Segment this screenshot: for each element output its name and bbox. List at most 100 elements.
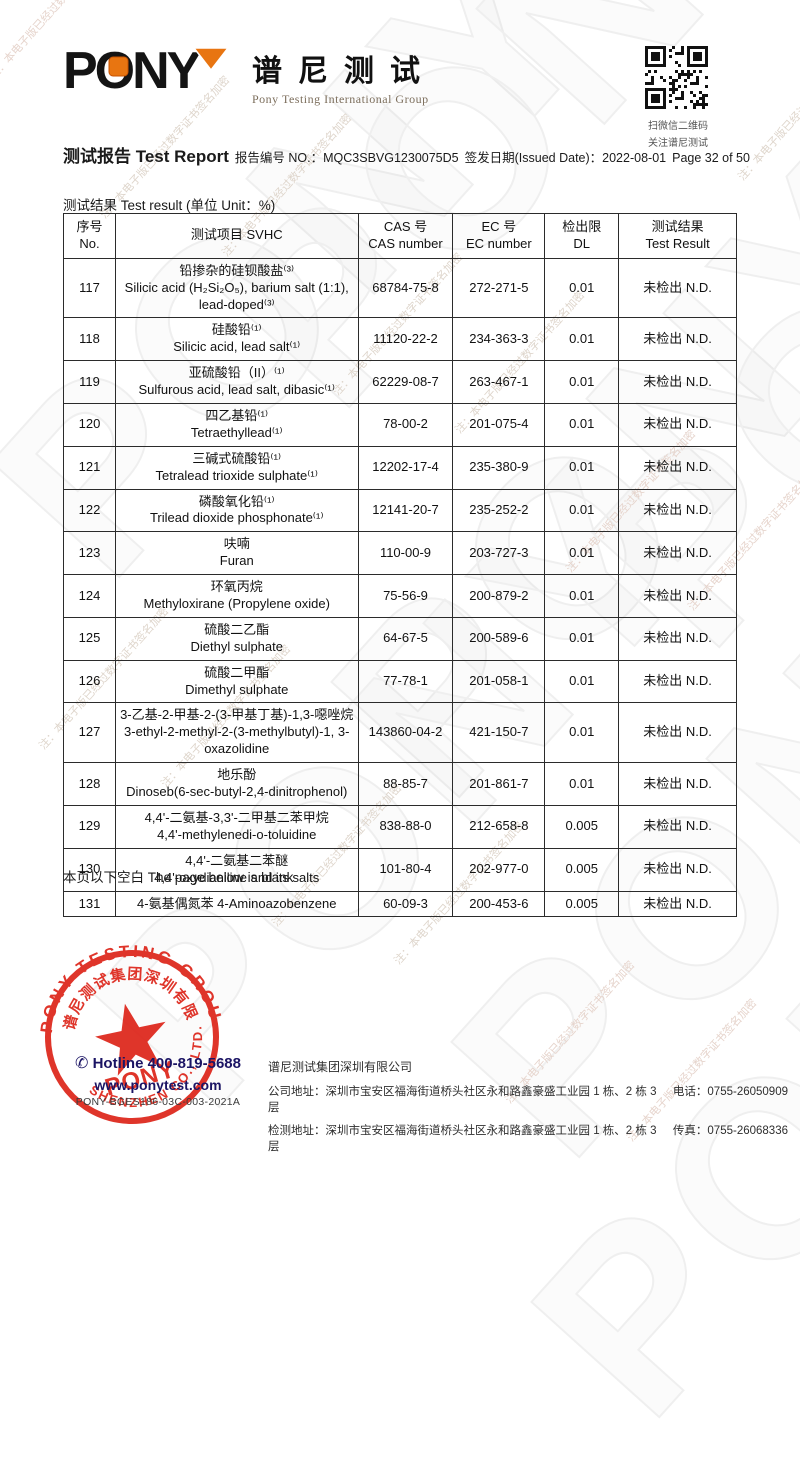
table-row: 119 亚硫酸铅（II）⁽¹⁾ Sulfurous acid, lead salt…: [63, 360, 737, 405]
col-header-no: 序号 No.: [63, 213, 116, 259]
cell-no: 130: [63, 847, 116, 892]
phone-icon: ✆: [75, 1055, 89, 1072]
footer-fax: 传真：0755-26068336: [672, 1125, 788, 1137]
cell-detection-limit: 0.01: [544, 702, 620, 764]
table-row: 120 四乙基铅⁽¹⁾ Tetraethyllead⁽¹⁾ 78-00-2 201…: [63, 403, 737, 447]
footer-company-name: 谱尼测试集团深圳有限公司: [268, 1060, 413, 1074]
table-row: 125 硫酸二乙酯 Diethyl sulphate 64-67-5 200-58…: [63, 616, 737, 661]
cell-test-result: 未检出 N.D.: [618, 574, 737, 618]
cell-test-result: 未检出 N.D.: [618, 847, 737, 892]
col-header-dl: 检出限 DL: [544, 213, 620, 259]
cell-cas-number: 88-85-7: [357, 762, 454, 806]
table-row: 123 呋喃 Furan 110-00-9 203-727-3 0.01 未检出 …: [63, 531, 737, 576]
cell-detection-limit: 0.01: [544, 403, 620, 447]
cell-no: 125: [63, 616, 116, 661]
cell-detection-limit: 0.005: [544, 804, 620, 849]
hotline-number: Hotline 400-819-5688: [92, 1055, 241, 1072]
table-row: 127 3-乙基-2-甲基-2-(3-甲基丁基)-1,3-噁唑烷 3-ethyl-…: [63, 702, 737, 764]
cell-no: 129: [63, 804, 116, 849]
cell-ec-number: 421-150-7: [452, 702, 546, 764]
cell-detection-limit: 0.005: [544, 847, 620, 892]
cell-ec-number: 203-727-3: [452, 531, 546, 576]
table-row: 128 地乐酚 Dinoseb(6-sec-butyl-2,4-dinitroph…: [63, 762, 737, 806]
cell-cas-number: 110-00-9: [357, 531, 454, 576]
wechat-qr-code-icon: [645, 46, 711, 116]
cell-substance: 三碱式硫酸铅⁽¹⁾ Tetralead trioxide sulphate⁽¹⁾: [114, 445, 359, 490]
cell-no: 121: [63, 445, 116, 490]
cell-detection-limit: 0.01: [544, 488, 620, 533]
cell-cas-number: 838-88-0: [357, 804, 454, 849]
cell-cas-number: 77-78-1: [357, 659, 454, 704]
cell-test-result: 未检出 N.D.: [618, 702, 737, 764]
cell-substance: 四乙基铅⁽¹⁾ Tetraethyllead⁽¹⁾: [114, 403, 359, 447]
cell-detection-limit: 0.01: [544, 659, 620, 704]
cell-ec-number: 201-058-1: [452, 659, 546, 704]
cell-substance: 4-氨基偶氮苯 4-Aminoazobenzene: [114, 890, 359, 918]
cell-no: 124: [63, 574, 116, 618]
table-row: 121 三碱式硫酸铅⁽¹⁾ Tetralead trioxide sulphate…: [63, 445, 737, 490]
cell-ec-number: 235-252-2: [452, 488, 546, 533]
cell-ec-number: 201-861-7: [452, 762, 546, 806]
cell-ec-number: 234-363-3: [452, 317, 546, 362]
cell-no: 120: [63, 403, 116, 447]
cell-detection-limit: 0.01: [544, 762, 620, 806]
footer-testing-address: 检测地址：深圳市宝安区福海街道桥头社区永和路鑫豪盛工业园 1 栋、2 栋 3 层: [268, 1125, 657, 1153]
table-row: 117 铅掺杂的硅钡酸盐⁽³⁾ Silicic acid (H₂Si₂O₅), b…: [63, 257, 737, 319]
cell-detection-limit: 0.01: [544, 317, 620, 362]
cell-substance: 地乐酚 Dinoseb(6-sec-butyl-2,4-dinitrophenol…: [114, 762, 359, 806]
cell-detection-limit: 0.01: [544, 531, 620, 576]
cell-no: 123: [63, 531, 116, 576]
table-row: 124 环氧丙烷 Methyloxirane (Propylene oxide) …: [63, 574, 737, 618]
cell-ec-number: 212-658-8: [452, 804, 546, 849]
footer-company-address: 公司地址：深圳市宝安区福海街道桥头社区永和路鑫豪盛工业园 1 栋、2 栋 3 层: [268, 1086, 657, 1114]
col-header-svhc: 测试项目 SVHC: [114, 213, 359, 259]
cell-cas-number: 101-80-4: [357, 847, 454, 892]
col-header-ec: EC 号 EC number: [452, 213, 546, 259]
cell-cas-number: 78-00-2: [357, 403, 454, 447]
qr-caption-line2: 关注谱尼测试: [648, 137, 708, 149]
cell-no: 119: [63, 360, 116, 405]
page-blank-note: 本页以下空白 The page below is blank: [63, 870, 294, 885]
cell-test-result: 未检出 N.D.: [618, 890, 737, 918]
cell-no: 122: [63, 488, 116, 533]
cell-detection-limit: 0.005: [544, 890, 620, 918]
page-indicator: Page 32 of 50: [672, 151, 750, 165]
qr-caption-line1: 扫微信二维码: [648, 121, 708, 132]
cell-cas-number: 12141-20-7: [357, 488, 454, 533]
cell-no: 117: [63, 257, 116, 319]
cell-test-result: 未检出 N.D.: [618, 403, 737, 447]
col-header-result: 测试结果 Test Result: [618, 213, 737, 259]
cell-substance: 硅酸铅⁽¹⁾ Silicic acid, lead salt⁽¹⁾: [114, 317, 359, 362]
cell-cas-number: 143860-04-2: [357, 702, 454, 764]
cell-cas-number: 75-56-9: [357, 574, 454, 618]
cell-substance: 铅掺杂的硅钡酸盐⁽³⁾ Silicic acid (H₂Si₂O₅), bariu…: [114, 257, 359, 319]
logo-chinese-name: 谱尼测试: [252, 55, 436, 88]
cell-test-result: 未检出 N.D.: [618, 804, 737, 849]
cell-substance: 4,4'-二氨基二苯醚 4,4'-oxydianiline and its sal…: [114, 847, 359, 892]
cell-ec-number: 263-467-1: [452, 360, 546, 405]
cell-substance: 磷酸氧化铅⁽¹⁾ Trilead dioxide phosphonate⁽¹⁾: [114, 488, 359, 533]
footer-telephone: 电话：0755-26050909: [672, 1086, 788, 1098]
cell-cas-number: 64-67-5: [357, 616, 454, 661]
table-header-row: 序号 No. 测试项目 SVHC CAS 号 CAS number EC 号 EC n…: [63, 213, 737, 259]
cell-detection-limit: 0.01: [544, 445, 620, 490]
cell-substance: 呋喃 Furan: [114, 531, 359, 576]
cell-ec-number: 272-271-5: [452, 257, 546, 319]
report-title-row: 测试报告 Test Report 报告编号 NO.：MQC3SBVG1230075…: [63, 142, 753, 167]
issue-date-label: 签发日期(Issued Date)：: [464, 151, 603, 165]
report-header: PONY 谱尼测试 Pony Testing International Gro…: [63, 40, 740, 149]
cell-no: 131: [63, 890, 116, 918]
cell-test-result: 未检出 N.D.: [618, 257, 737, 319]
cell-test-result: 未检出 N.D.: [618, 317, 737, 362]
website-link[interactable]: www.ponytest.com: [94, 1077, 222, 1093]
cell-cas-number: 60-09-3: [357, 890, 454, 918]
table-row: 130 4,4'-二氨基二苯醚 4,4'-oxydianiline and its…: [63, 847, 737, 892]
report-number: MQC3SBVG1230075D5: [323, 151, 459, 165]
cell-detection-limit: 0.01: [544, 616, 620, 661]
cell-no: 127: [63, 702, 116, 764]
cell-test-result: 未检出 N.D.: [618, 762, 737, 806]
cell-ec-number: 235-380-9: [452, 445, 546, 490]
cell-substance: 环氧丙烷 Methyloxirane (Propylene oxide): [114, 574, 359, 618]
cell-substance: 硫酸二甲酯 Dimethyl sulphate: [114, 659, 359, 704]
col-header-cas: CAS 号 CAS number: [357, 213, 454, 259]
